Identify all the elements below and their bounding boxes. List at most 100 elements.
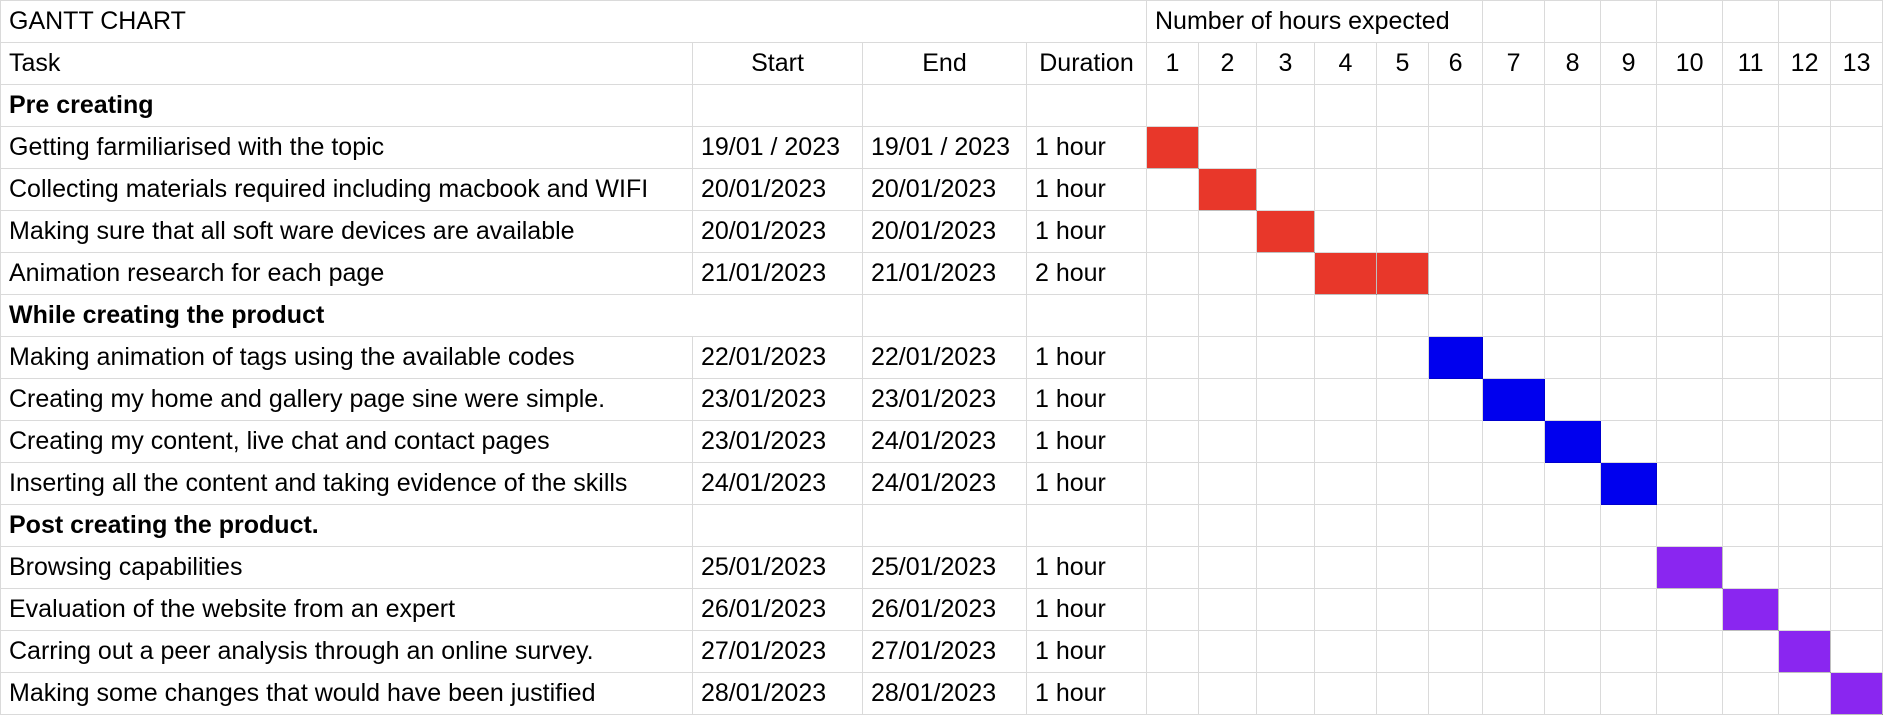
timeline-cell[interactable] [1256, 336, 1315, 379]
timeline-cell[interactable] [1198, 210, 1257, 253]
timeline-cell[interactable] [1778, 420, 1832, 463]
timeline-cell[interactable] [1544, 588, 1602, 631]
empty-cell[interactable] [692, 504, 863, 547]
hours-heading-cell[interactable]: Number of hours expected [1145, 0, 1484, 43]
end-date[interactable]: 23/01/2023 [862, 378, 1027, 421]
timeline-cell[interactable] [1314, 378, 1377, 421]
timeline-cell[interactable] [1778, 252, 1832, 295]
timeline-cell[interactable] [1600, 588, 1658, 631]
timeline-cell[interactable] [1256, 294, 1315, 337]
timeline-cell[interactable] [1656, 252, 1724, 295]
task-name[interactable]: Getting farmiliarised with the topic [0, 126, 693, 169]
start-date[interactable]: 22/01/2023 [692, 336, 863, 379]
start-date[interactable]: 28/01/2023 [692, 672, 863, 715]
start-date[interactable]: 25/01/2023 [692, 546, 863, 589]
start-date[interactable]: 20/01/2023 [692, 210, 863, 253]
timeline-cell[interactable] [1376, 210, 1429, 253]
timeline-cell[interactable] [1778, 672, 1832, 715]
timeline-cell[interactable] [1482, 630, 1546, 673]
duration-header[interactable]: Duration [1026, 42, 1147, 85]
timeline-cell[interactable] [1544, 294, 1602, 337]
timeline-cell[interactable] [1656, 126, 1724, 169]
timeline-cell[interactable] [1198, 336, 1257, 379]
timeline-cell[interactable] [1830, 546, 1883, 589]
timeline-cell[interactable] [1256, 84, 1315, 127]
hour-tick-label[interactable]: 11 [1722, 42, 1780, 85]
timeline-cell[interactable] [1600, 378, 1658, 421]
end-date[interactable]: 21/01/2023 [862, 252, 1027, 295]
timeline-cell[interactable] [1544, 210, 1602, 253]
gantt-bar-segment[interactable] [1314, 252, 1377, 295]
timeline-cell[interactable] [1198, 294, 1257, 337]
empty-cell[interactable] [1544, 0, 1602, 43]
timeline-cell[interactable] [1600, 168, 1658, 211]
timeline-cell[interactable] [1314, 336, 1377, 379]
task-name[interactable]: Making sure that all soft ware devices a… [0, 210, 693, 253]
timeline-cell[interactable] [1314, 504, 1377, 547]
timeline-cell[interactable] [1256, 378, 1315, 421]
timeline-cell[interactable] [1314, 84, 1377, 127]
timeline-cell[interactable] [1427, 294, 1484, 337]
timeline-cell[interactable] [1427, 588, 1484, 631]
timeline-cell[interactable] [1256, 504, 1315, 547]
timeline-cell[interactable] [1314, 588, 1377, 631]
timeline-cell[interactable] [1600, 504, 1658, 547]
timeline-cell[interactable] [1830, 126, 1883, 169]
end-date[interactable]: 24/01/2023 [862, 462, 1027, 505]
hour-tick-label[interactable]: 1 [1146, 42, 1199, 85]
timeline-cell[interactable] [1482, 126, 1546, 169]
start-date[interactable]: 27/01/2023 [692, 630, 863, 673]
timeline-cell[interactable] [1256, 588, 1315, 631]
end-date[interactable]: 28/01/2023 [862, 672, 1027, 715]
timeline-cell[interactable] [1778, 504, 1832, 547]
timeline-cell[interactable] [1656, 420, 1724, 463]
start-date[interactable]: 21/01/2023 [692, 252, 863, 295]
timeline-cell[interactable] [1482, 546, 1546, 589]
empty-cell[interactable] [1026, 504, 1147, 547]
timeline-cell[interactable] [1198, 462, 1257, 505]
timeline-cell[interactable] [1482, 84, 1546, 127]
timeline-cell[interactable] [1544, 546, 1602, 589]
timeline-cell[interactable] [1722, 462, 1780, 505]
timeline-cell[interactable] [1427, 252, 1484, 295]
hour-tick-label[interactable]: 13 [1830, 42, 1883, 85]
timeline-cell[interactable] [1600, 546, 1658, 589]
timeline-cell[interactable] [1314, 546, 1377, 589]
timeline-cell[interactable] [1482, 168, 1546, 211]
timeline-cell[interactable] [1544, 168, 1602, 211]
timeline-cell[interactable] [1778, 294, 1832, 337]
timeline-cell[interactable] [1544, 672, 1602, 715]
hour-tick-label[interactable]: 8 [1544, 42, 1602, 85]
hour-tick-label[interactable]: 7 [1482, 42, 1546, 85]
timeline-cell[interactable] [1314, 126, 1377, 169]
timeline-cell[interactable] [1482, 336, 1546, 379]
hour-tick-label[interactable]: 3 [1256, 42, 1315, 85]
timeline-cell[interactable] [1427, 168, 1484, 211]
timeline-cell[interactable] [1427, 84, 1484, 127]
end-date[interactable]: 26/01/2023 [862, 588, 1027, 631]
timeline-cell[interactable] [1146, 420, 1199, 463]
timeline-cell[interactable] [1600, 420, 1658, 463]
timeline-cell[interactable] [1722, 504, 1780, 547]
timeline-cell[interactable] [1600, 336, 1658, 379]
duration[interactable]: 1 hour [1026, 546, 1147, 589]
timeline-cell[interactable] [1146, 462, 1199, 505]
timeline-cell[interactable] [1656, 210, 1724, 253]
empty-cell[interactable] [1722, 0, 1780, 43]
timeline-cell[interactable] [1544, 462, 1602, 505]
start-date[interactable]: 20/01/2023 [692, 168, 863, 211]
timeline-cell[interactable] [1722, 84, 1780, 127]
task-name[interactable]: Making animation of tags using the avail… [0, 336, 693, 379]
timeline-cell[interactable] [1256, 168, 1315, 211]
timeline-cell[interactable] [1830, 420, 1883, 463]
timeline-cell[interactable] [1830, 630, 1883, 673]
timeline-cell[interactable] [1830, 168, 1883, 211]
timeline-cell[interactable] [1482, 504, 1546, 547]
timeline-cell[interactable] [1482, 672, 1546, 715]
duration[interactable]: 1 hour [1026, 462, 1147, 505]
task-name[interactable]: Collecting materials required including … [0, 168, 693, 211]
start-date[interactable]: 24/01/2023 [692, 462, 863, 505]
duration[interactable]: 1 hour [1026, 168, 1147, 211]
timeline-cell[interactable] [1722, 126, 1780, 169]
empty-cell[interactable] [1482, 0, 1546, 43]
